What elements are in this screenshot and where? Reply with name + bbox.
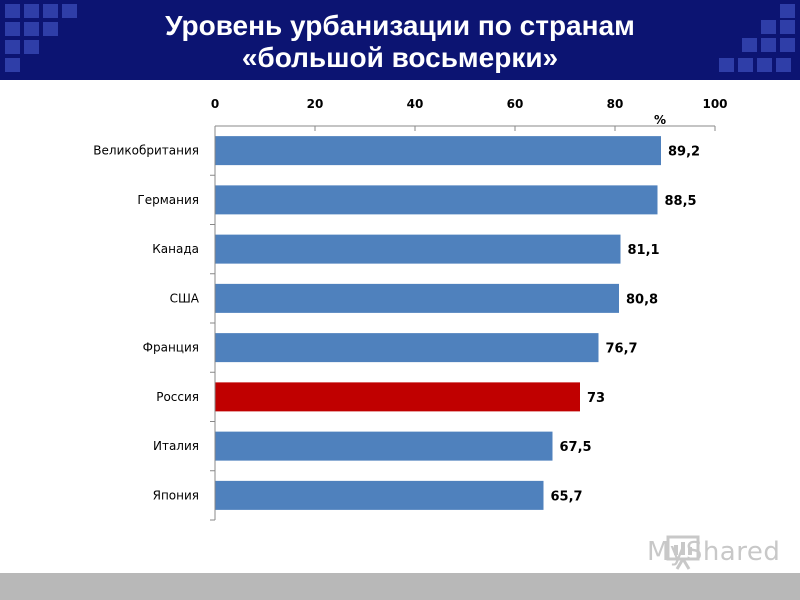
category-label: Германия — [137, 193, 199, 207]
bar-4 — [215, 283, 619, 313]
category-label: Япония — [153, 488, 199, 502]
category-label: Италия — [153, 439, 199, 453]
bar-value-label: 73 — [587, 391, 605, 406]
header-band — [0, 0, 800, 80]
bar-6 — [215, 382, 580, 412]
bar-value-label: 80,8 — [626, 292, 658, 307]
category-label: Канада — [152, 242, 199, 256]
page-title-line-1: Уровень урбанизации по странам — [165, 10, 635, 41]
bar-7 — [215, 431, 553, 461]
category-label: Великобритания — [93, 144, 199, 158]
x-tick-label: 80 — [607, 97, 624, 111]
bar-value-label: 65,7 — [551, 489, 583, 504]
urbanization-bar-chart: 0 20 40 60 80 100 Великобритания 89,2 Германия 8… — [93, 97, 728, 521]
category-label: Франция — [143, 341, 199, 355]
x-tick-label: 100 — [702, 97, 727, 111]
bar-value-label: 76,7 — [606, 342, 638, 357]
bar-2 — [215, 185, 658, 215]
presentation-board-icon — [666, 535, 700, 570]
x-tick-label: 60 — [507, 97, 524, 111]
bar-5 — [215, 333, 599, 363]
bar-value-label: 88,5 — [665, 194, 697, 209]
bar-3 — [215, 234, 621, 264]
x-tick-label: 40 — [407, 97, 424, 111]
bar-value-label: 89,2 — [668, 145, 700, 160]
x-axis-unit-label: % — [654, 113, 666, 127]
watermark-text: MyShared — [647, 537, 781, 567]
category-label: США — [170, 291, 200, 305]
bar-value-label: 67,5 — [560, 440, 592, 455]
bar-8 — [215, 480, 544, 510]
x-tick-label: 20 — [307, 97, 324, 111]
x-tick-label: 0 — [211, 97, 219, 111]
header-decoration-squares — [5, 4, 795, 72]
bar-1 — [215, 136, 661, 166]
page-title-line-2: «большой восьмерки» — [241, 42, 559, 73]
footer-band — [0, 573, 800, 600]
category-label: Россия — [156, 390, 199, 404]
bar-value-label: 81,1 — [628, 243, 660, 258]
page-title: Уровень урбанизации по странам «большой … — [0, 10, 800, 74]
